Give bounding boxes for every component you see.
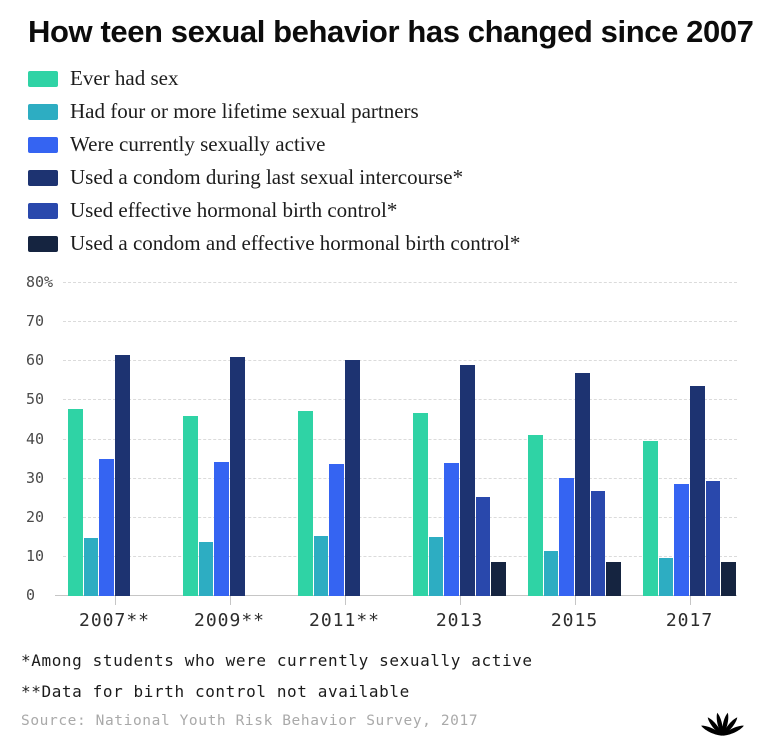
gridline [63,282,737,283]
legend-swatch [28,103,58,120]
bar [721,561,737,596]
legend-label: Used a condom and effective hormonal bir… [70,231,521,255]
legend-swatch [28,235,58,252]
x-axis-tick [689,596,691,605]
y-axis-label: 60 [26,351,45,370]
bar [345,360,360,596]
source-line: Source: National Youth Risk Behavior Sur… [21,713,479,729]
plot-area: 2007** 2009** 2011** 2013 2015 2017 [55,282,737,631]
legend-label: Used effective hormonal birth control* [70,198,398,222]
bar [329,464,345,596]
bar-group-2009: 2009** [183,283,276,631]
bar-group-2007: 2007** [68,283,161,631]
legend-item: Used effective hormonal birth control* [28,194,520,227]
bar [559,478,575,596]
bar [444,462,460,596]
bar [214,462,230,596]
bar [528,434,543,596]
bar-group-2013: 2013 [413,283,507,631]
gridline [63,360,737,362]
x-axis-tick [574,596,576,605]
y-axis: 0 10 20 30 40 50 60 70 80% [26,273,62,604]
legend-item: Used a condom and effective hormonal bir… [28,227,520,260]
bar-group-2017: 2017 [643,283,737,631]
bar [413,412,428,596]
bar [690,385,705,596]
x-axis-label: 2015 [550,610,599,631]
bar [705,480,721,596]
gridline [63,438,737,440]
legend-swatch [28,202,58,219]
bar [543,551,559,596]
footnote-asterisk: *Among students who were currently sexua… [21,651,533,670]
bar [68,408,83,596]
bar [590,491,606,596]
x-axis-label: 2017 [665,610,714,631]
bar [83,537,99,596]
bar [230,356,245,596]
y-axis-label: 20 [26,507,45,526]
y-axis-label: 50 [26,390,45,409]
y-axis-label: 10 [26,546,45,565]
y-axis-label: 80% [26,273,54,291]
x-axis-label: 2009** [193,610,266,631]
y-axis-label: 40 [26,429,45,448]
bar [198,542,214,596]
bar [606,561,622,596]
bar [115,355,130,596]
y-axis-label: 30 [26,468,45,487]
legend-item: Used a condom during last sexual interco… [28,161,520,194]
bar [475,497,491,596]
legend-swatch [28,136,58,153]
x-axis-tick [344,596,346,605]
bar [183,416,198,596]
nbc-peacock-logo [701,712,744,736]
bar [643,441,658,596]
bar [313,536,329,596]
bar [460,364,475,596]
gridline [63,399,737,401]
bar [298,410,313,596]
x-axis-label: 2007** [78,610,151,631]
bar [674,483,690,596]
legend-swatch [28,70,58,87]
chart: 0 10 20 30 40 50 60 70 80% 2007** 2009** 2011** 201… [0,273,760,636]
gridline [63,477,737,479]
gridline [63,321,737,323]
legend-item: Were currently sexually active [28,128,520,161]
legend-label: Were currently sexually active [70,132,326,156]
y-axis-label: 70 [26,312,45,331]
bar-group-2011: 2011** [298,283,391,631]
legend-label: Used a condom during last sexual interco… [70,165,464,189]
bar [658,558,674,596]
footnote-double-asterisk: **Data for birth control not available [21,682,410,701]
bar [575,373,590,596]
y-axis-label: 0 [26,586,36,604]
x-axis-label: 2013 [435,610,484,631]
gridline [63,516,737,518]
x-axis-tick [459,596,461,605]
bar [428,537,444,596]
bar-group-2015: 2015 [528,283,622,631]
gridline [63,555,737,557]
legend-swatch [28,169,58,186]
x-axis-tick [114,596,116,605]
bar [491,561,507,596]
x-axis-label: 2011** [308,610,381,631]
legend-label: Had four or more lifetime sexual partner… [70,99,419,123]
legend-item: Had four or more lifetime sexual partner… [28,95,520,128]
legend-item: Ever had sex [28,62,520,95]
legend-label: Ever had sex [70,66,179,90]
chart-legend: Ever had sex Had four or more lifetime se… [28,62,520,260]
x-axis-tick [229,596,231,605]
chart-title: How teen sexual behavior has changed sin… [28,14,754,49]
bar [99,459,115,596]
